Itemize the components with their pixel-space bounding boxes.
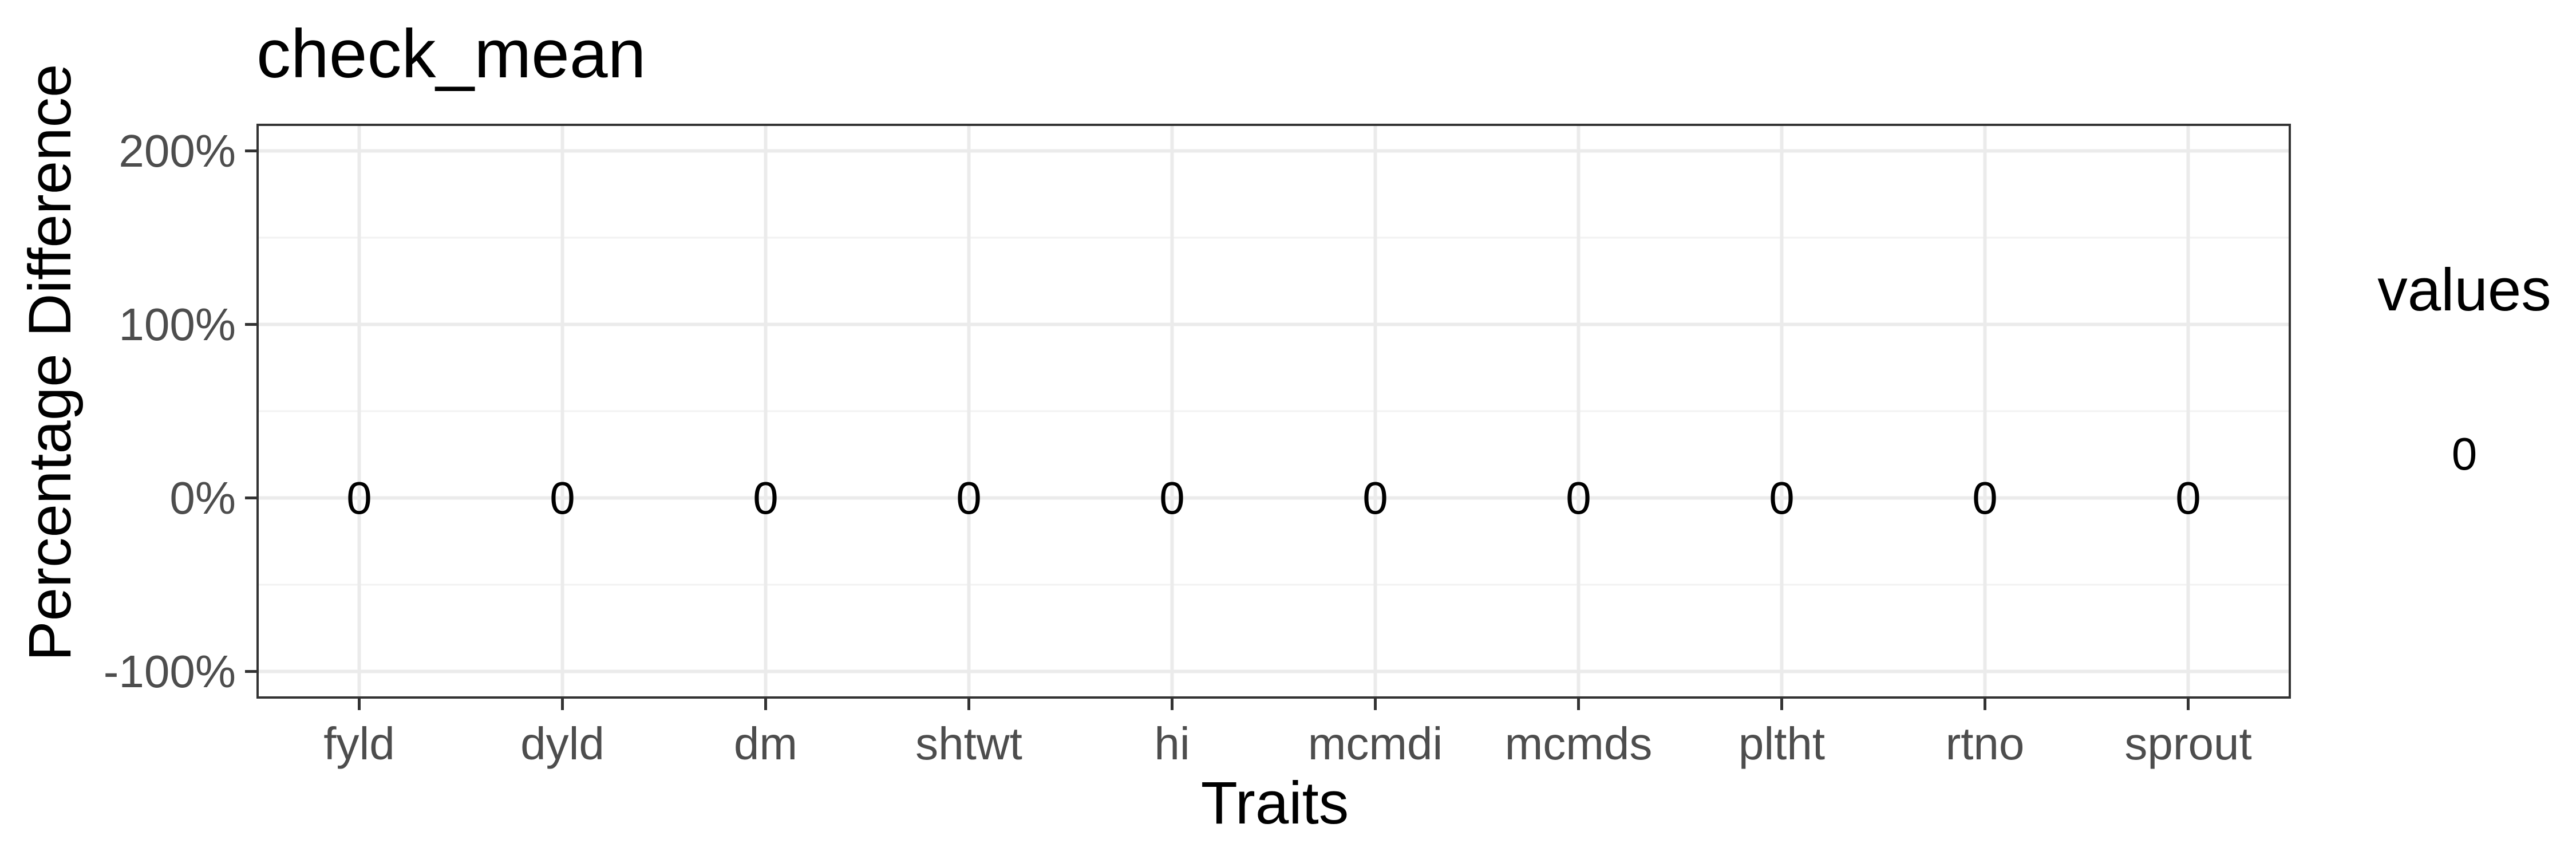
x-tick-label-mcmds: mcmds: [1505, 718, 1653, 769]
gridlines: [258, 125, 2290, 698]
legend-title: values: [2377, 257, 2551, 324]
data-label-shtwt: 0: [956, 472, 982, 523]
x-tick-label-rtno: rtno: [1946, 718, 2025, 769]
x-tick-label-fyld: fyld: [323, 718, 395, 769]
data-label-mcmds: 0: [1566, 472, 1591, 523]
y-tick-label: 0%: [169, 472, 236, 523]
data-label-fyld: 0: [346, 472, 372, 523]
x-axis: fyld dyld dm shtwt hi mcmdi mcmds pltht rtno spro…: [323, 698, 2252, 769]
x-tick-label-mcmdi: mcmdi: [1308, 718, 1443, 769]
legend: values 0: [2377, 257, 2551, 479]
x-tick-label-pltht: pltht: [1739, 718, 1825, 769]
data-label-mcmdi: 0: [1362, 472, 1388, 523]
data-label-sprout: 0: [2175, 472, 2201, 523]
x-tick-label-hi: hi: [1154, 718, 1190, 769]
data-label-rtno: 0: [1972, 472, 1998, 523]
chart-title: check_mean: [256, 15, 646, 92]
data-label-hi: 0: [1159, 472, 1185, 523]
data-label-dm: 0: [753, 472, 779, 523]
plot-panel: [256, 124, 2291, 699]
x-tick-label-dyld: dyld: [520, 718, 605, 769]
y-tick-label: -100%: [104, 646, 236, 697]
x-tick-label-dm: dm: [734, 718, 797, 769]
x-axis-title: Traits: [1201, 770, 1349, 837]
data-labels: 0 0 0 0 0 0 0 0 0 0: [346, 472, 2201, 523]
y-tick-label: 200%: [118, 125, 236, 176]
x-tick-label-shtwt: shtwt: [915, 718, 1022, 769]
data-label-pltht: 0: [1769, 472, 1795, 523]
data-label-dyld: 0: [550, 472, 575, 523]
legend-entry: 0: [2452, 428, 2478, 479]
x-tick-label-sprout: sprout: [2124, 718, 2251, 769]
y-axis: -100% 0% 100% 200%: [104, 125, 258, 697]
y-tick-label: 100%: [118, 299, 236, 350]
y-axis-title: Percentage Difference: [17, 64, 84, 661]
